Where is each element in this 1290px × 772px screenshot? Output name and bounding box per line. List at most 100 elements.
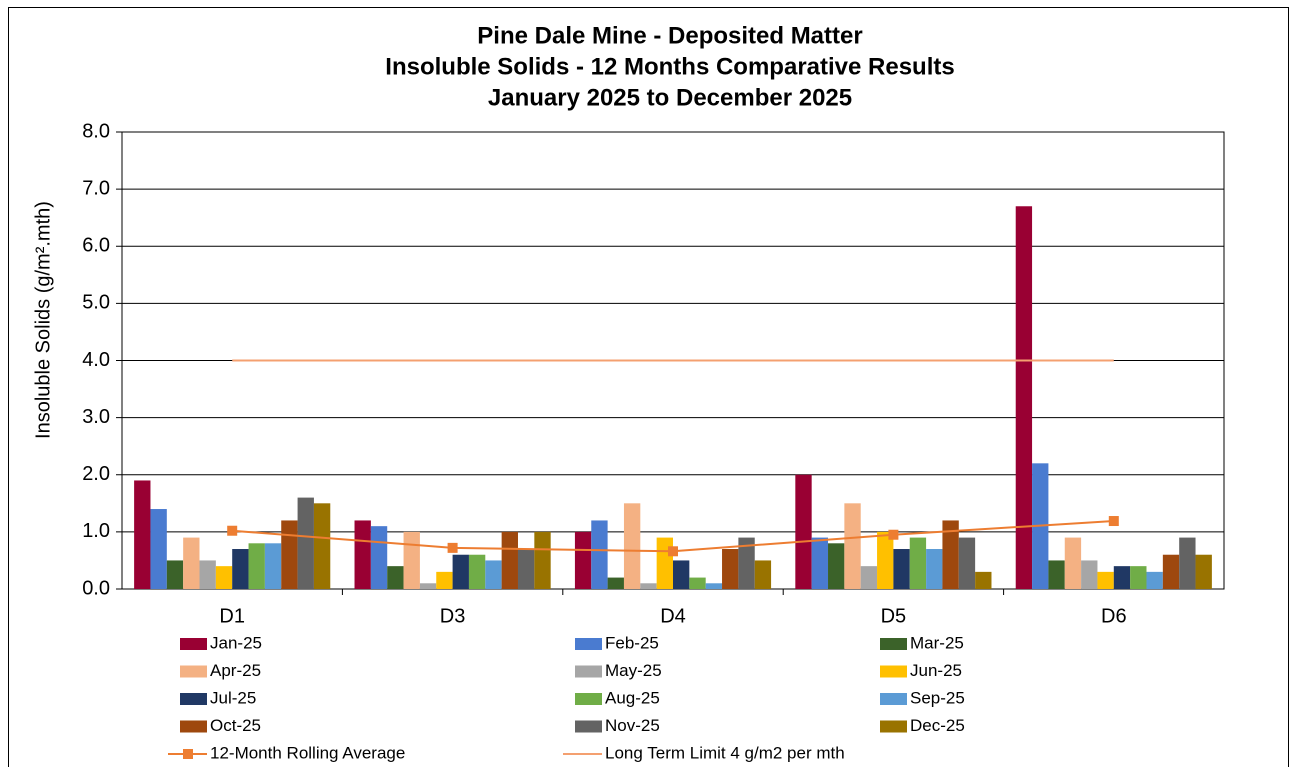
- bar: [501, 531, 518, 589]
- legend-label: Apr-25: [210, 661, 261, 680]
- legend-label: Feb-25: [605, 633, 659, 652]
- chart-title: Pine Dale Mine - Deposited Matter: [477, 22, 862, 49]
- y-axis-label: Insoluble Solids (g/m².mth): [32, 201, 54, 439]
- bar: [1097, 571, 1114, 589]
- legend-swatch: [180, 638, 207, 650]
- bar: [844, 503, 861, 589]
- bar: [248, 543, 265, 589]
- legend-swatch: [880, 638, 907, 650]
- bar: [958, 537, 976, 589]
- legend-swatch: [575, 638, 602, 650]
- y-tick-label: 7.0: [82, 177, 110, 199]
- bar: [215, 566, 233, 589]
- bar: [1015, 206, 1033, 589]
- bar: [134, 480, 151, 589]
- bar: [1195, 554, 1212, 589]
- chart-frame: [8, 7, 1289, 772]
- bar: [574, 531, 592, 589]
- legend-label: 12-Month Rolling Average: [210, 743, 405, 762]
- bar: [860, 566, 878, 589]
- bar: [419, 583, 437, 589]
- chart-title: Insoluble Solids - 12 Months Comparative…: [385, 53, 954, 80]
- bar: [517, 549, 535, 589]
- line-marker: [447, 542, 458, 553]
- bar: [673, 560, 690, 589]
- legend-label: Nov-25: [605, 716, 660, 735]
- bar: [452, 554, 469, 589]
- legend-label: Oct-25: [210, 716, 261, 735]
- y-tick-label: 3.0: [82, 406, 110, 428]
- bar: [534, 531, 551, 589]
- bar: [1146, 571, 1163, 589]
- legend-label: Dec-25: [910, 716, 965, 735]
- legend-label: Mar-25: [910, 633, 964, 652]
- bar: [183, 537, 200, 589]
- legend-swatch: [880, 665, 907, 678]
- bar: [150, 509, 167, 589]
- x-tick-label: D4: [660, 605, 686, 627]
- bar: [232, 549, 249, 589]
- x-tick-label: D6: [1101, 605, 1127, 627]
- bar: [877, 531, 894, 589]
- line-marker: [668, 546, 678, 557]
- bar: [199, 560, 216, 589]
- y-tick-label: 1.0: [82, 520, 110, 542]
- chart-title: January 2025 to December 2025: [488, 84, 852, 111]
- legend-label: Sep-25: [910, 688, 965, 707]
- bar: [264, 543, 282, 589]
- bar: [909, 537, 927, 589]
- legend-swatch: [575, 693, 602, 705]
- bar: [738, 537, 755, 589]
- bar: [1130, 566, 1147, 589]
- bar: [705, 583, 723, 589]
- bar: [623, 503, 641, 589]
- bar: [689, 577, 706, 589]
- bar: [485, 560, 502, 589]
- legend-label: May-25: [605, 661, 662, 680]
- bar: [640, 583, 657, 589]
- bar: [795, 474, 812, 589]
- bar: [893, 549, 910, 589]
- bar: [722, 549, 739, 589]
- y-tick-label: 6.0: [82, 235, 110, 257]
- bar: [166, 560, 184, 589]
- bar: [1179, 537, 1196, 589]
- legend-swatch: [880, 693, 907, 705]
- bar: [1081, 560, 1098, 589]
- legend-swatch: [880, 720, 907, 733]
- legend-label: Jun-25: [910, 661, 962, 680]
- bar: [1064, 537, 1082, 589]
- bar: [1048, 560, 1065, 589]
- legend-label: Aug-25: [605, 688, 660, 707]
- bar: [436, 571, 453, 589]
- bar: [656, 537, 673, 589]
- legend-label: Jul-25: [210, 688, 256, 707]
- legend-swatch: [180, 720, 207, 733]
- legend-label: Long Term Limit 4 g/m2 per mth: [605, 743, 845, 762]
- bar: [1162, 554, 1180, 589]
- legend-swatch: [180, 665, 207, 678]
- line-marker: [888, 529, 899, 540]
- line-marker: [227, 525, 238, 536]
- bar: [354, 520, 371, 589]
- x-tick-label: D3: [440, 605, 466, 627]
- legend-label: Jan-25: [210, 633, 262, 652]
- bar: [811, 537, 829, 589]
- bar: [313, 503, 331, 589]
- bar: [754, 560, 772, 589]
- bar: [607, 577, 624, 589]
- bar: [828, 543, 845, 589]
- bar: [370, 526, 388, 589]
- y-tick-label: 2.0: [82, 463, 110, 485]
- legend-swatch: [575, 665, 602, 678]
- bar: [281, 520, 298, 589]
- bar: [403, 531, 420, 589]
- legend-swatch: [575, 720, 602, 733]
- x-tick-label: D5: [881, 605, 907, 627]
- legend-swatch: [183, 749, 193, 759]
- bar: [387, 566, 404, 589]
- bar: [297, 497, 314, 589]
- line-marker: [1108, 516, 1119, 527]
- y-tick-label: 8.0: [82, 120, 110, 142]
